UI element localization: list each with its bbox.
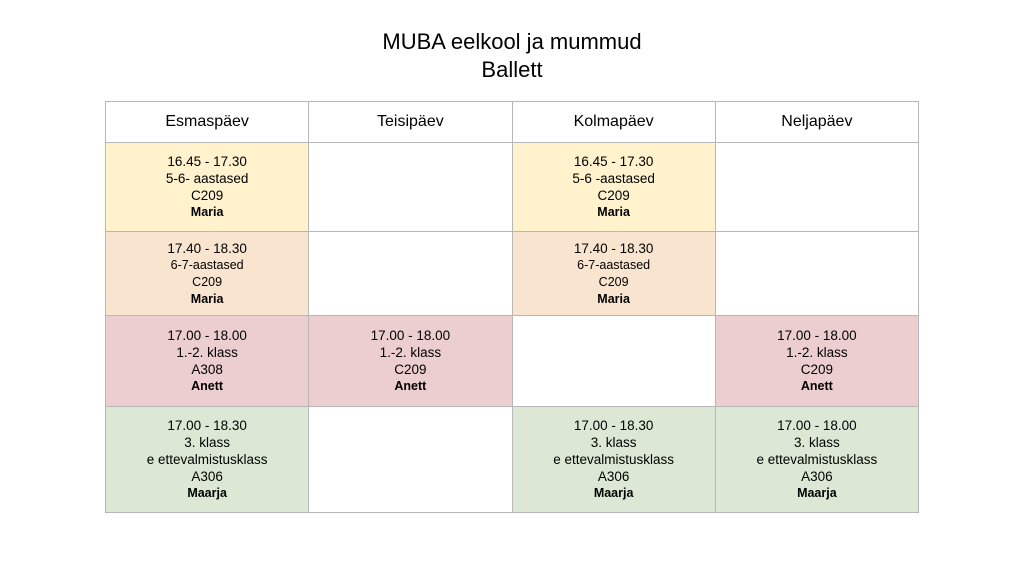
class-info-line: 6-7-aastased <box>170 257 244 272</box>
class-info-line: C209 <box>394 362 427 377</box>
class-cell: 17.00 - 18.00 1.-2. klass C209 Anett <box>308 315 513 407</box>
teacher-name: Maria <box>190 205 224 219</box>
day-header: Esmaspäev <box>104 101 310 143</box>
page-title: MUBA eelkool ja mummud <box>382 29 642 54</box>
class-info-line: 1.-2. klass <box>379 345 442 360</box>
empty-cell <box>308 142 513 232</box>
class-cell: 17.00 - 18.00 3. klass e ettevalmistusklas… <box>714 406 920 513</box>
class-info-line: 17.00 - 18.30 <box>167 418 247 433</box>
teacher-name: Anett <box>191 379 224 393</box>
class-cell: 17.40 - 18.30 6-7-aastased C209 Maria <box>511 231 716 316</box>
class-info-line: 5-6- aastased <box>165 171 249 186</box>
empty-cell <box>714 231 920 316</box>
class-info-line: e ettevalmistusklass <box>756 452 878 467</box>
teacher-name: Maria <box>597 205 630 219</box>
class-info-line: 3. klass <box>184 435 231 450</box>
class-info-line: 17.00 - 18.00 <box>370 328 451 343</box>
class-cell: 17.40 - 18.30 6-7-aastased C209 Maria <box>104 231 310 316</box>
class-info-line: C209 <box>800 362 834 377</box>
empty-cell <box>511 315 716 407</box>
schedule-row: 16.45 - 17.30 5-6- aastased C209 Maria 16.45… <box>104 142 920 232</box>
class-info-line: 17.40 - 18.30 <box>573 240 654 256</box>
class-info-line: 16.45 - 17.30 <box>167 154 247 169</box>
class-cell: 16.45 - 17.30 5-6 -aastased C209 Maria <box>511 142 716 232</box>
schedule-row: 17.40 - 18.30 6-7-aastased C209 Maria 17.40 … <box>104 231 920 316</box>
teacher-name: Anett <box>800 379 833 393</box>
class-info-line: A308 <box>191 362 223 377</box>
class-info-line: C209 <box>192 274 223 289</box>
class-info-line: e ettevalmistusklass <box>553 452 675 467</box>
class-info-line: A306 <box>597 469 630 484</box>
schedule-table: Esmaspäev Teisipäev Kolmapäev Neljapäev … <box>104 101 920 513</box>
day-header: Kolmapäev <box>511 101 716 143</box>
class-cell: 17.00 - 18.00 1.-2. klass C209 Anett <box>714 315 920 407</box>
teacher-name: Maarja <box>593 486 634 500</box>
empty-cell <box>714 142 920 232</box>
class-cell: 17.00 - 18.00 1.-2. klass A308 Anett <box>104 315 310 407</box>
class-cell: 17.00 - 18.30 3. klass e ettevalmistusklas… <box>104 406 310 513</box>
class-info-line: C209 <box>598 274 629 289</box>
class-cell: 17.00 - 18.30 3. klass e ettevalmistusklas… <box>511 406 716 513</box>
class-info-line: A306 <box>191 469 223 484</box>
day-header: Teisipäev <box>308 101 513 143</box>
class-cell: 16.45 - 17.30 5-6- aastased C209 Maria <box>104 142 310 232</box>
class-info-line: A306 <box>801 469 833 484</box>
empty-cell <box>308 231 513 316</box>
teacher-name: Maarja <box>797 486 837 500</box>
empty-cell <box>308 406 513 513</box>
class-info-line: 17.00 - 18.30 <box>573 418 654 433</box>
class-info-line: 6-7-aastased <box>577 257 651 272</box>
class-info-line: 1.-2. klass <box>786 345 848 360</box>
schedule-row: 17.00 - 18.00 1.-2. klass A308 Anett 17.00 -… <box>104 315 920 407</box>
class-info-line: 17.00 - 18.00 <box>167 328 247 343</box>
header-row: Esmaspäev Teisipäev Kolmapäev Neljapäev <box>104 101 920 143</box>
teacher-name: Maria <box>190 291 224 306</box>
teacher-name: Maarja <box>187 486 227 500</box>
class-info-line: e ettevalmistusklass <box>146 452 268 467</box>
page-subtitle: Ballett <box>481 57 543 82</box>
class-info-line: 17.00 - 18.00 <box>777 328 857 343</box>
schedule-row: 17.00 - 18.30 3. klass e ettevalmistusklas… <box>104 406 920 513</box>
class-info-line: 5-6 -aastased <box>572 171 655 186</box>
day-header: Neljapäev <box>714 101 920 143</box>
class-info-line: 17.00 - 18.00 <box>777 418 857 433</box>
class-info-line: C209 <box>597 188 630 203</box>
class-info-line: C209 <box>190 188 224 203</box>
class-info-line: 17.40 - 18.30 <box>167 240 247 256</box>
class-info-line: 3. klass <box>590 435 637 450</box>
class-info-line: 1.-2. klass <box>176 345 238 360</box>
class-info-line: 3. klass <box>793 435 840 450</box>
teacher-name: Maria <box>597 291 630 306</box>
class-info-line: 16.45 - 17.30 <box>573 154 654 169</box>
teacher-name: Anett <box>394 379 427 393</box>
